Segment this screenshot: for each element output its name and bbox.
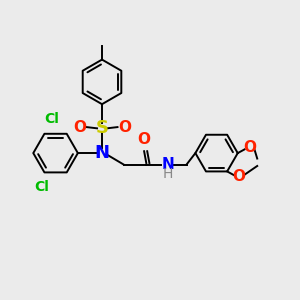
Text: N: N <box>162 157 174 172</box>
Text: Cl: Cl <box>34 180 49 194</box>
Text: O: O <box>137 132 150 147</box>
Text: O: O <box>118 120 131 135</box>
Text: O: O <box>73 120 86 135</box>
Text: S: S <box>95 119 109 137</box>
Text: O: O <box>243 140 256 155</box>
Text: O: O <box>232 169 245 184</box>
Text: Cl: Cl <box>44 112 59 126</box>
Text: H: H <box>163 167 173 181</box>
Text: N: N <box>94 144 110 162</box>
